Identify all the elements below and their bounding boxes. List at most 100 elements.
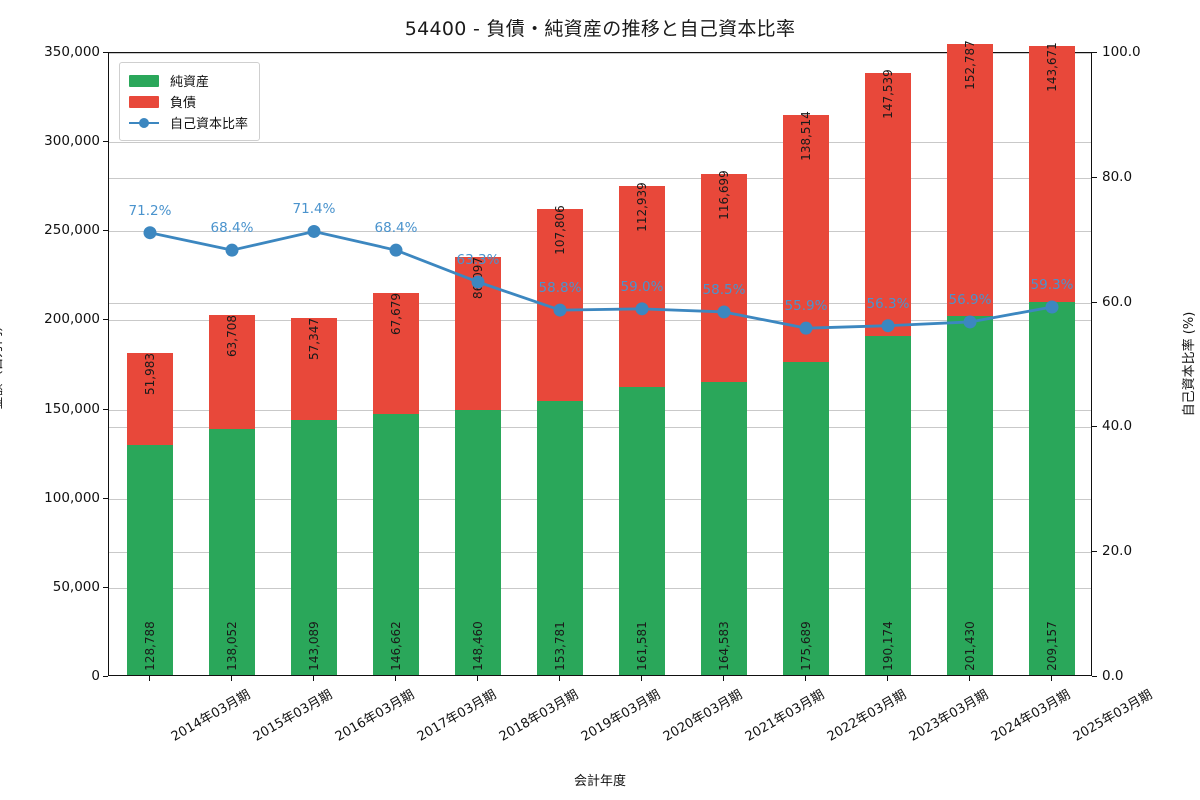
bar-segment-equity[interactable]: 190,174: [865, 335, 911, 675]
bar-segment-equity[interactable]: 161,581: [619, 386, 665, 675]
x-axis-tick-mark: [149, 676, 150, 681]
equity-ratio-value-label: 63.3%: [456, 252, 500, 268]
y-axis-right-tick-label: 60.0: [1102, 293, 1133, 310]
bar-segment-liabilities[interactable]: 116,699: [701, 170, 747, 382]
bar-segment-liabilities[interactable]: 112,939: [619, 182, 665, 387]
equity-ratio-marker[interactable]: [1045, 300, 1059, 314]
bar-segment-liabilities[interactable]: 67,679: [373, 292, 419, 414]
x-axis-tick-mark: [395, 676, 396, 681]
y-axis-left-tick-label: 100,000: [44, 489, 100, 506]
equity-ratio-marker[interactable]: [717, 305, 731, 319]
equity-ratio-marker[interactable]: [225, 243, 239, 257]
bar-segment-equity[interactable]: 164,583: [701, 381, 747, 675]
bar-column[interactable]: 190,174 147,539: [865, 51, 911, 675]
y-axis-left-tick-mark: [103, 497, 108, 499]
equity-ratio-marker[interactable]: [471, 275, 485, 289]
y-axis-right-title: 自己資本比率 (%): [1182, 311, 1197, 417]
x-axis-tick-label: 2025年03月期: [1070, 687, 1156, 745]
bar-segment-liabilities[interactable]: 143,671: [1029, 42, 1075, 303]
gridline: [109, 552, 1091, 554]
bar-column[interactable]: 164,583 116,699: [701, 51, 747, 675]
x-axis-tick-label: 2016年03月期: [332, 687, 418, 745]
bar-segment-equity[interactable]: 209,157: [1029, 302, 1075, 675]
gridline: [109, 231, 1091, 233]
gridline: [109, 427, 1091, 429]
gridline: [109, 587, 1091, 589]
x-axis-tick-label: 2020年03月期: [660, 687, 746, 745]
bar-column[interactable]: 209,157 143,671: [1029, 42, 1075, 675]
bar-segment-equity[interactable]: 138,052: [209, 428, 255, 675]
bar-column[interactable]: 146,662 67,679: [373, 51, 419, 675]
y-axis-left-tick-mark: [103, 319, 108, 321]
legend-item-equity: 純資産: [129, 70, 248, 91]
bar-segment-liabilities[interactable]: 63,708: [209, 315, 255, 429]
equity-ratio-value-label: 59.3%: [1030, 276, 1074, 293]
bar-column[interactable]: 161,581 112,939: [619, 51, 665, 675]
equity-ratio-value-label: 59.0%: [620, 278, 664, 295]
bar-column[interactable]: 128,788 51,983: [127, 51, 173, 675]
x-axis-tick-label: 2019年03月期: [578, 687, 664, 745]
x-axis-tick-mark: [559, 676, 560, 681]
x-axis-tick-label: 2018年03月期: [496, 687, 582, 745]
bar-segment-equity[interactable]: 153,781: [537, 400, 583, 675]
equity-ratio-value-label: 58.8%: [538, 280, 582, 297]
y-axis-left-title: 金額（百万円）: [0, 318, 5, 410]
x-axis-tick-label: 2021年03月期: [742, 687, 828, 745]
y-axis-right-tick-label: 20.0: [1102, 543, 1133, 560]
legend-label-equity-ratio: 自己資本比率: [170, 117, 249, 132]
y-axis-left-tick-mark: [103, 141, 108, 143]
bar-segment-equity[interactable]: 175,689: [783, 361, 829, 675]
equity-ratio-line: [143, 224, 1059, 335]
equity-ratio-marker[interactable]: [799, 321, 813, 335]
gridline: [109, 302, 1091, 304]
equity-ratio-marker[interactable]: [389, 243, 403, 257]
legend-label-equity: 純資産: [170, 75, 210, 90]
legend-swatch-liabilities: [129, 95, 159, 108]
x-axis-title: 会計年度: [573, 774, 626, 789]
y-axis-left-tick-mark: [103, 408, 108, 410]
x-axis-tick-label: 2024年03月期: [988, 687, 1074, 745]
equity-ratio-marker[interactable]: [635, 302, 649, 316]
y-axis-right-tick-mark: [1092, 426, 1097, 428]
bar-segment-equity[interactable]: 128,788: [127, 445, 173, 675]
bar-segment-liabilities[interactable]: 57,347: [291, 317, 337, 420]
equity-ratio-value-label: 56.9%: [948, 291, 992, 308]
equity-ratio-marker[interactable]: [143, 226, 157, 240]
y-axis-left-tick-label: 300,000: [44, 133, 100, 150]
bar-segment-liabilities[interactable]: 147,539: [865, 69, 911, 336]
bar-segment-liabilities[interactable]: 51,983: [127, 352, 173, 446]
bar-segment-liabilities[interactable]: 138,514: [783, 111, 829, 362]
bar-segment-equity[interactable]: 201,430: [947, 315, 993, 675]
x-axis-tick-mark: [723, 676, 724, 681]
chart-title: 54400 - 負債・純資産の推移と自己資本比率: [404, 18, 796, 40]
gridline: [109, 53, 1091, 54]
x-axis-tick-mark: [231, 676, 232, 681]
y-axis-left-tick-label: 0: [91, 668, 100, 684]
y-axis-left-tick-label: 350,000: [44, 44, 100, 60]
bar-segment-liabilities[interactable]: 152,787: [947, 40, 993, 316]
plot-area: 128,788 51,983 138,052 63,708 143,089 57,347 1…: [108, 40, 1092, 676]
equity-ratio-marker[interactable]: [881, 319, 895, 333]
equity-ratio-marker[interactable]: [963, 315, 977, 329]
y-axis-right-tick-mark: [1092, 52, 1097, 53]
x-axis-tick-label: 2022年03月期: [824, 687, 910, 745]
equity-ratio-line-path: [149, 230, 1053, 330]
y-axis-right-tick-label: 80.0: [1102, 168, 1133, 185]
bar-segment-equity[interactable]: 143,089: [291, 419, 337, 675]
bar-segment-equity[interactable]: 146,662: [373, 413, 419, 675]
bar-column[interactable]: 148,46086,097: [455, 51, 501, 675]
bar-column[interactable]: 175,689 138,514: [783, 51, 829, 675]
legend-swatch-equity: [129, 74, 159, 87]
y-axis-right-tick-mark: [1092, 676, 1097, 677]
legend-line-equity-ratio: [129, 117, 159, 129]
equity-ratio-value-label: 55.9%: [784, 298, 828, 315]
bar-column[interactable]: 143,089 57,347: [291, 51, 337, 675]
bar-column[interactable]: 138,052 63,708: [209, 51, 255, 675]
equity-ratio-marker[interactable]: [307, 224, 321, 238]
bar-column[interactable]: 201,430 152,787: [947, 40, 993, 675]
bar-segment-equity[interactable]: 148,460: [455, 410, 501, 675]
legend-label-liabilities: 負債: [170, 96, 197, 111]
x-axis-tick-mark: [805, 676, 806, 681]
y-axis-left-tick-mark: [103, 676, 108, 677]
equity-ratio-marker[interactable]: [553, 303, 567, 317]
